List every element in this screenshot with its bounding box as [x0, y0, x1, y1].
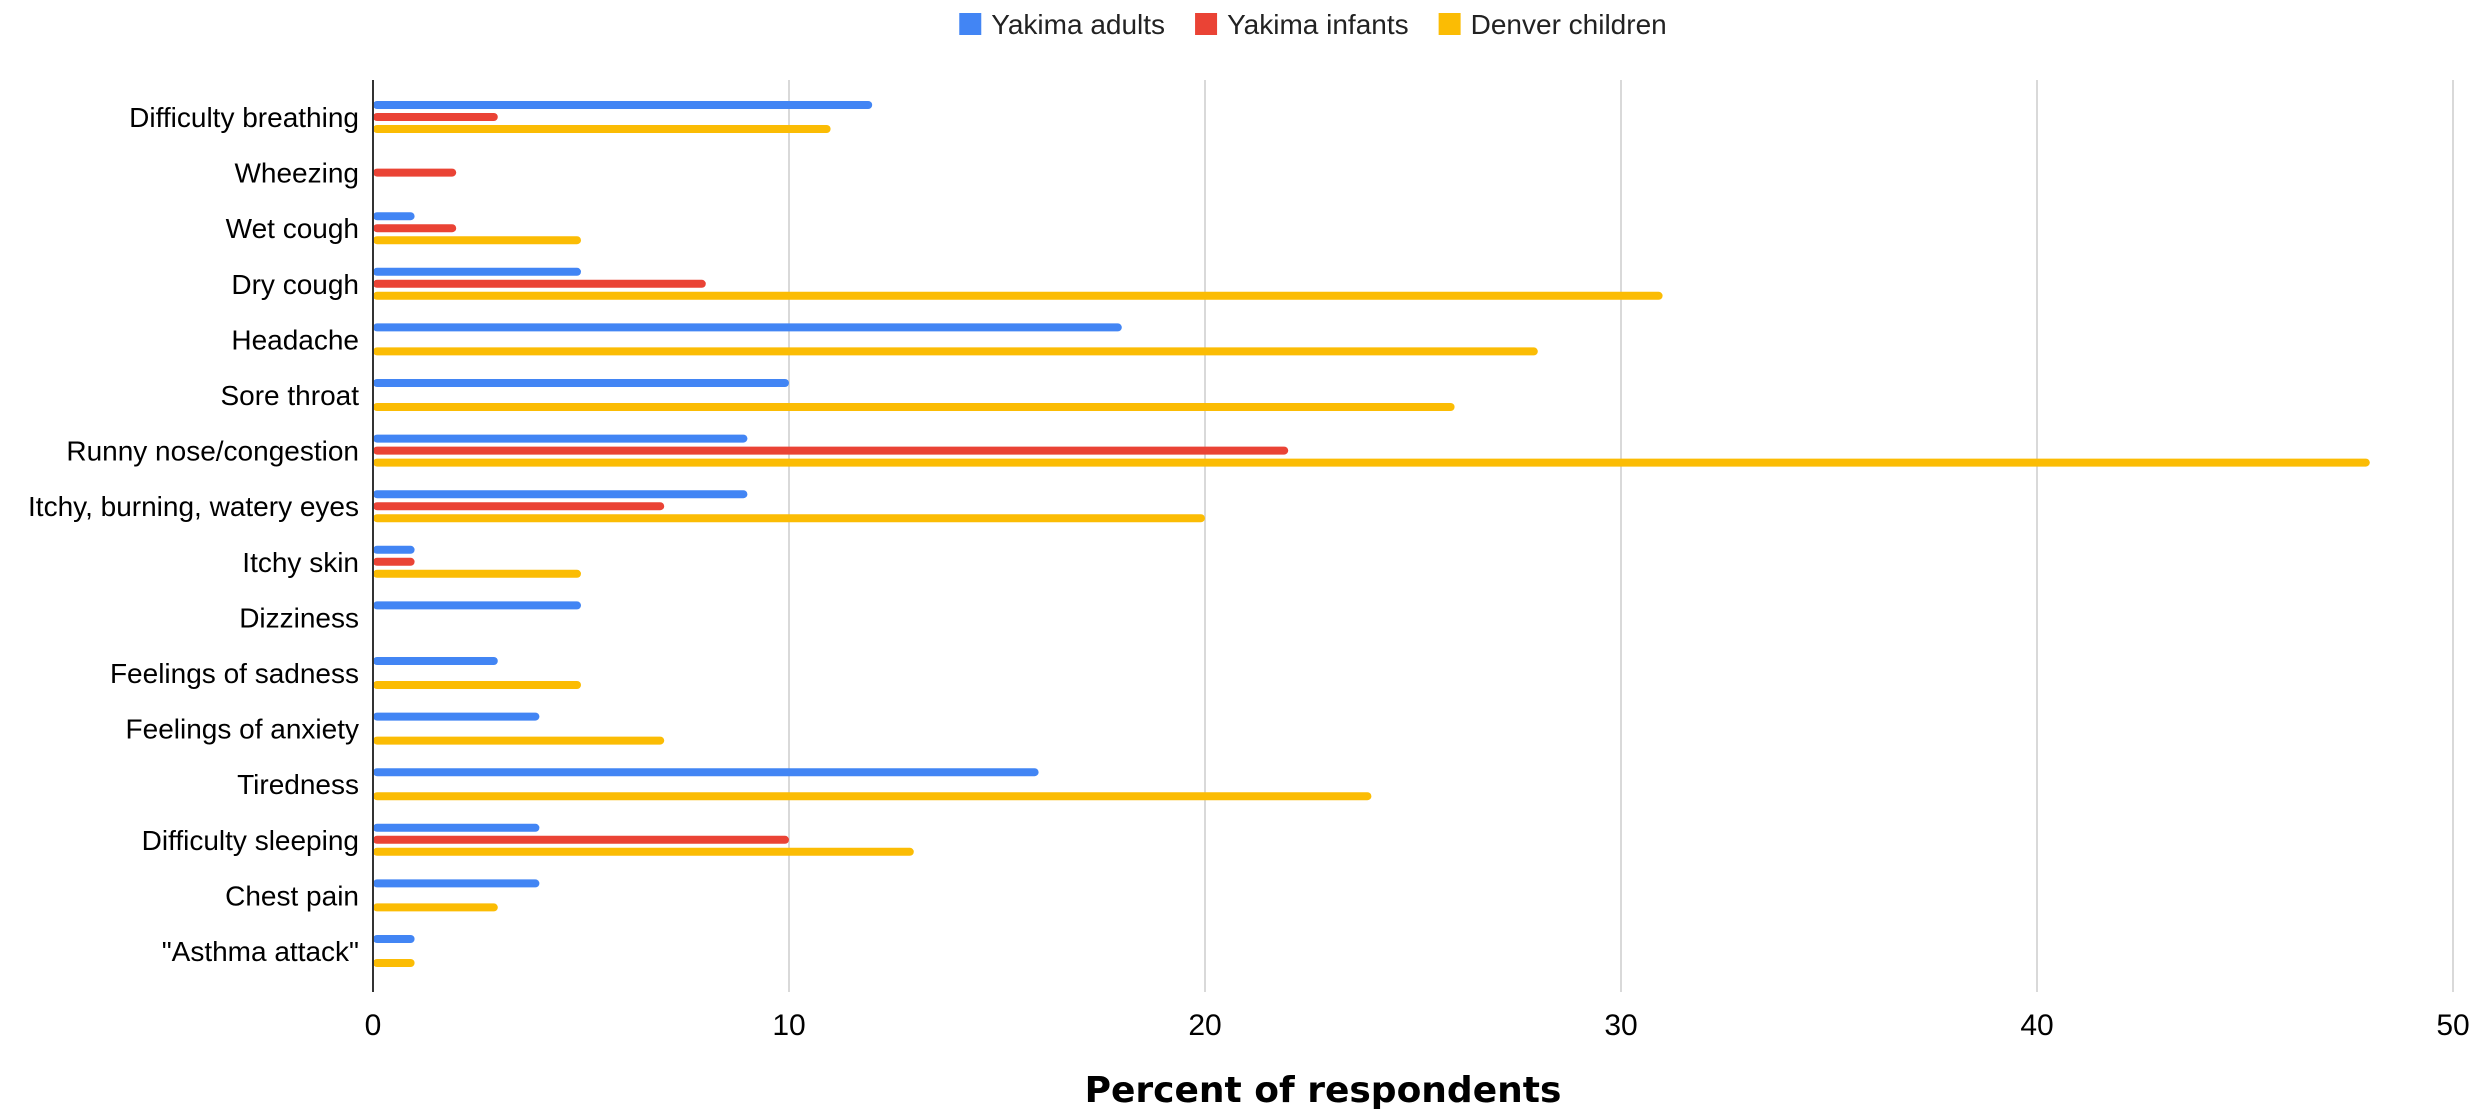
category-label: Difficulty breathing: [129, 102, 359, 133]
bar-yakima-infants: [373, 446, 1289, 455]
bar-yakima-adults: [373, 379, 789, 387]
category-label: Wet cough: [226, 213, 359, 244]
x-tick-label: 20: [1188, 1009, 1221, 1042]
category-label: Chest pain: [225, 880, 359, 911]
legend-label: Denver children: [1471, 9, 1667, 40]
bar-yakima-infants: [373, 224, 457, 233]
x-axis-title: Percent of respondents: [1085, 1070, 1562, 1109]
category-label: Dizziness: [239, 602, 359, 633]
category-label: Feelings of sadness: [110, 658, 359, 689]
legend-label: Yakima infants: [1227, 9, 1409, 40]
bar-yakima-adults: [373, 601, 581, 610]
bar-denver-children: [373, 903, 498, 912]
category-label: Headache: [231, 324, 359, 355]
bar-denver-children: [373, 847, 914, 856]
legend: Yakima adults Yakima infants Denver childr…: [959, 9, 1667, 40]
x-tick-label: 0: [365, 1009, 382, 1042]
gridlines: [788, 80, 2454, 992]
category-label: Sore throat: [220, 380, 359, 411]
bar-denver-children: [373, 792, 1372, 801]
bar-denver-children: [373, 125, 831, 133]
legend-label: Yakima adults: [991, 9, 1165, 40]
bar-yakima-infants: [373, 168, 457, 177]
category-label: Itchy, burning, watery eyes: [28, 491, 359, 522]
legend-item: Yakima infants: [1195, 9, 1409, 40]
category-labels: Difficulty breathing Wheezing Wet cough Dry…: [28, 102, 359, 967]
bar-yakima-adults: [373, 712, 540, 721]
x-tick-label: 30: [1604, 1009, 1637, 1042]
bar-yakima-adults: [373, 657, 498, 665]
bar-yakima-infants: [373, 557, 415, 566]
bar-yakima-infants: [373, 113, 498, 121]
category-label: Runny nose/congestion: [66, 436, 359, 467]
bar-denver-children: [373, 236, 581, 245]
bar-denver-children: [373, 959, 415, 967]
category-label: "Asthma attack": [162, 936, 359, 967]
bar-yakima-adults: [373, 101, 873, 109]
bars: [373, 101, 2370, 967]
legend-swatch: [959, 13, 982, 35]
category-label: Wheezing: [234, 158, 359, 189]
bar-yakima-adults: [373, 323, 1122, 332]
bar-denver-children: [373, 458, 2370, 467]
bar-yakima-infants: [373, 279, 706, 288]
x-tick-label: 10: [772, 1009, 805, 1042]
x-tick-label: 50: [2436, 1009, 2469, 1042]
bar-denver-children: [373, 514, 1205, 523]
category-label: Dry cough: [231, 269, 359, 300]
bar-yakima-adults: [373, 879, 540, 888]
bar-yakima-infants: [373, 502, 665, 511]
bar-yakima-adults: [373, 545, 415, 554]
bar-yakima-adults: [373, 768, 1039, 777]
bar-yakima-adults: [373, 212, 415, 221]
legend-swatch: [1195, 13, 1218, 35]
bar-denver-children: [373, 736, 665, 745]
category-label: Tiredness: [237, 769, 359, 800]
legend-item: Yakima adults: [959, 9, 1165, 40]
bar-denver-children: [373, 403, 1455, 411]
bar-yakima-adults: [373, 267, 581, 276]
bar-denver-children: [373, 291, 1663, 300]
bar-denver-children: [373, 347, 1538, 356]
category-label: Feelings of anxiety: [126, 714, 359, 745]
bar-yakima-infants: [373, 835, 789, 844]
category-label: Itchy skin: [242, 547, 359, 578]
x-tick-labels: 0 10 20 30 40 50: [365, 1009, 2470, 1042]
bar-yakima-adults: [373, 490, 748, 499]
bar-denver-children: [373, 681, 581, 689]
bar-yakima-adults: [373, 935, 415, 943]
legend-item: Denver children: [1438, 9, 1667, 40]
bar-denver-children: [373, 569, 581, 578]
legend-swatch: [1438, 13, 1461, 35]
x-tick-label: 40: [2020, 1009, 2053, 1042]
bar-yakima-adults: [373, 823, 540, 832]
bar-yakima-adults: [373, 434, 748, 443]
category-label: Difficulty sleeping: [142, 825, 359, 856]
